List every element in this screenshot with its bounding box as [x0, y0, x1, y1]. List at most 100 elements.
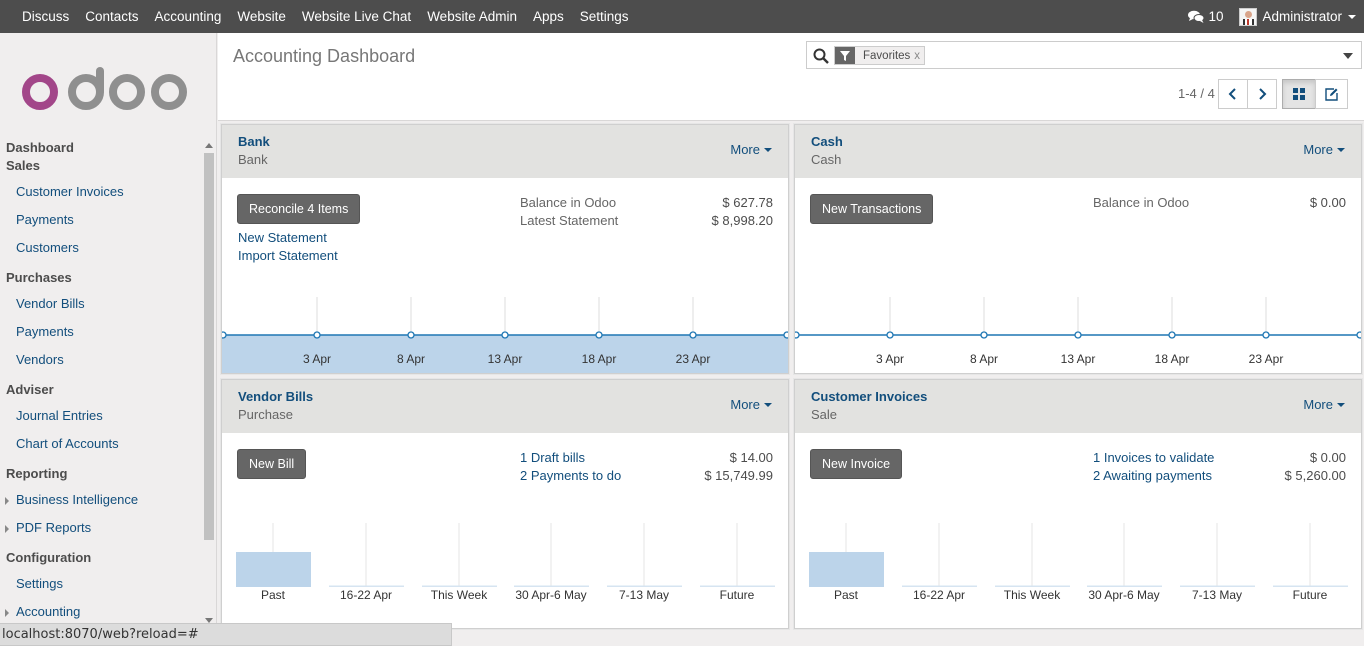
chevron-right-icon — [1259, 88, 1267, 100]
sidebar-item-business-intelligence[interactable]: Business Intelligence — [0, 486, 202, 514]
x-tick: 23 Apr — [1249, 352, 1284, 366]
menu-apps[interactable]: Apps — [532, 9, 564, 24]
new-transactions-button[interactable]: New Transactions — [810, 194, 934, 224]
latest-statement-value: $ 8,998.20 — [711, 213, 773, 228]
card-subtitle: Sale — [811, 407, 838, 422]
sidebar-section-adviser: Adviser — [6, 382, 54, 397]
sidebar-item-dashboard[interactable]: Dashboard — [6, 140, 74, 155]
sidebar-item-vendor-payments[interactable]: Payments — [16, 324, 74, 339]
search-icon — [813, 48, 829, 64]
scrollbar-thumb[interactable] — [204, 153, 214, 540]
scroll-up-icon[interactable] — [205, 143, 213, 148]
search-facet-favorites[interactable]: Favorites x — [834, 46, 926, 65]
latest-statement-label: Latest Statement — [520, 213, 619, 228]
sidebar-item-customers[interactable]: Customers — [16, 240, 79, 255]
card-subtitle: Purchase — [238, 407, 293, 422]
sidebar: Dashboard Sales Customer Invoices Paymen… — [0, 33, 217, 626]
edit-icon — [1325, 87, 1338, 101]
x-tick: 23 Apr — [676, 352, 711, 366]
card-header: Bank Bank More — [222, 125, 788, 178]
balance-label: Balance in Odoo — [520, 195, 617, 210]
pager-previous-button[interactable] — [1218, 79, 1248, 109]
import-statement-link[interactable]: Import Statement — [238, 248, 338, 263]
card-subtitle: Bank — [238, 152, 268, 167]
bar-label: Past — [834, 588, 859, 602]
sidebar-item-journal-entries[interactable]: Journal Entries — [16, 408, 103, 423]
new-bill-button[interactable]: New Bill — [237, 449, 307, 479]
caret-down-icon — [764, 147, 772, 152]
payments-to-do-link[interactable]: 2 Payments to do — [520, 468, 622, 483]
menu-website-admin[interactable]: Website Admin — [427, 9, 517, 24]
card-header: Cash Cash More — [795, 125, 1361, 178]
menu-settings[interactable]: Settings — [579, 9, 629, 24]
user-name: Administrator — [1262, 9, 1342, 24]
sidebar-section-sales: Sales — [6, 158, 40, 173]
sidebar-item-vendor-bills[interactable]: Vendor Bills — [16, 296, 85, 311]
sidebar-item-settings[interactable]: Settings — [16, 576, 63, 591]
bar-label: This Week — [1004, 588, 1061, 602]
x-tick: 13 Apr — [488, 352, 523, 366]
more-dropdown[interactable]: More — [730, 397, 772, 412]
menu-accounting[interactable]: Accounting — [154, 9, 222, 24]
pager-next-button[interactable] — [1247, 79, 1277, 109]
pager-value[interactable]: 1-4 / 4 — [1178, 86, 1215, 101]
invoices-to-validate-value: $ 0.00 — [1309, 450, 1346, 465]
kanban-icon — [1293, 88, 1305, 100]
sidebar-item-customer-invoices[interactable]: Customer Invoices — [16, 184, 124, 199]
card-title[interactable]: Vendor Bills — [238, 389, 314, 404]
card-title[interactable]: Bank — [238, 134, 270, 149]
sidebar-item-vendors[interactable]: Vendors — [16, 352, 64, 367]
more-dropdown[interactable]: More — [730, 142, 772, 157]
odoo-logo[interactable] — [22, 65, 192, 114]
bar-label: 16-22 Apr — [340, 588, 392, 602]
balance-value: $ 627.78 — [722, 195, 773, 210]
bills-bar-chart: Past 16-22 Apr This Week 30 Apr-6 May 7-… — [236, 523, 775, 602]
draft-bills-link[interactable]: 1 Draft bills — [520, 450, 586, 465]
more-dropdown[interactable]: More — [1303, 142, 1345, 157]
journal-card-cash: Cash Cash More New Transactions Balance … — [794, 124, 1362, 374]
new-statement-link[interactable]: New Statement — [238, 230, 327, 245]
messages-count: 10 — [1208, 9, 1224, 24]
menu-website-live-chat[interactable]: Website Live Chat — [301, 9, 412, 24]
x-tick: 13 Apr — [1061, 352, 1096, 366]
comments-icon — [1188, 10, 1205, 23]
card-title[interactable]: Customer Invoices — [811, 389, 928, 404]
caret-down-icon — [1348, 14, 1356, 19]
bar-label: Future — [1293, 588, 1328, 602]
scroll-down-icon[interactable] — [205, 618, 213, 623]
bar-label: Future — [720, 588, 755, 602]
app-menu: Discuss Contacts Accounting Website Webs… — [14, 0, 637, 33]
balance-label: Balance in Odoo — [1093, 195, 1190, 210]
sidebar-item-accounting[interactable]: Accounting — [0, 598, 202, 626]
view-switcher — [1282, 79, 1348, 109]
card-title[interactable]: Cash — [811, 134, 843, 149]
control-panel: Accounting Dashboard Favorites x 1-4 / 4 — [218, 33, 1364, 121]
sidebar-item-pdf-reports[interactable]: PDF Reports — [0, 514, 202, 542]
invoices-to-validate-link[interactable]: 1 Invoices to validate — [1093, 450, 1215, 465]
awaiting-payments-link[interactable]: 2 Awaiting payments — [1093, 468, 1212, 483]
facet-remove-icon[interactable]: x — [914, 49, 921, 62]
user-menu[interactable]: Administrator — [1239, 7, 1356, 26]
messages-button[interactable]: 10 — [1188, 9, 1223, 24]
menu-contacts[interactable]: Contacts — [85, 9, 139, 24]
edit-view-button[interactable] — [1315, 79, 1348, 109]
x-tick: 8 Apr — [970, 352, 998, 366]
reconcile-button[interactable]: Reconcile 4 Items — [237, 194, 361, 224]
menu-website[interactable]: Website — [237, 9, 286, 24]
bar-label: 30 Apr-6 May — [515, 588, 586, 602]
avatar — [1239, 7, 1258, 26]
more-dropdown[interactable]: More — [1303, 397, 1345, 412]
search-input[interactable]: Favorites x — [806, 41, 1362, 69]
caret-down-icon — [1337, 402, 1345, 407]
new-invoice-button[interactable]: New Invoice — [810, 449, 903, 479]
draft-bills-value: $ 14.00 — [729, 450, 773, 465]
sidebar-scrollbar[interactable] — [203, 140, 215, 626]
kanban-view-button[interactable] — [1282, 79, 1316, 109]
sidebar-item-chart-of-accounts[interactable]: Chart of Accounts — [16, 436, 119, 451]
search-options-dropdown-icon[interactable] — [1343, 53, 1353, 59]
card-subtitle: Cash — [811, 152, 842, 167]
payments-to-do-value: $ 15,749.99 — [704, 468, 773, 483]
sidebar-section-configuration: Configuration — [6, 550, 92, 565]
sidebar-item-customer-payments[interactable]: Payments — [16, 212, 74, 227]
menu-discuss[interactable]: Discuss — [22, 9, 70, 24]
